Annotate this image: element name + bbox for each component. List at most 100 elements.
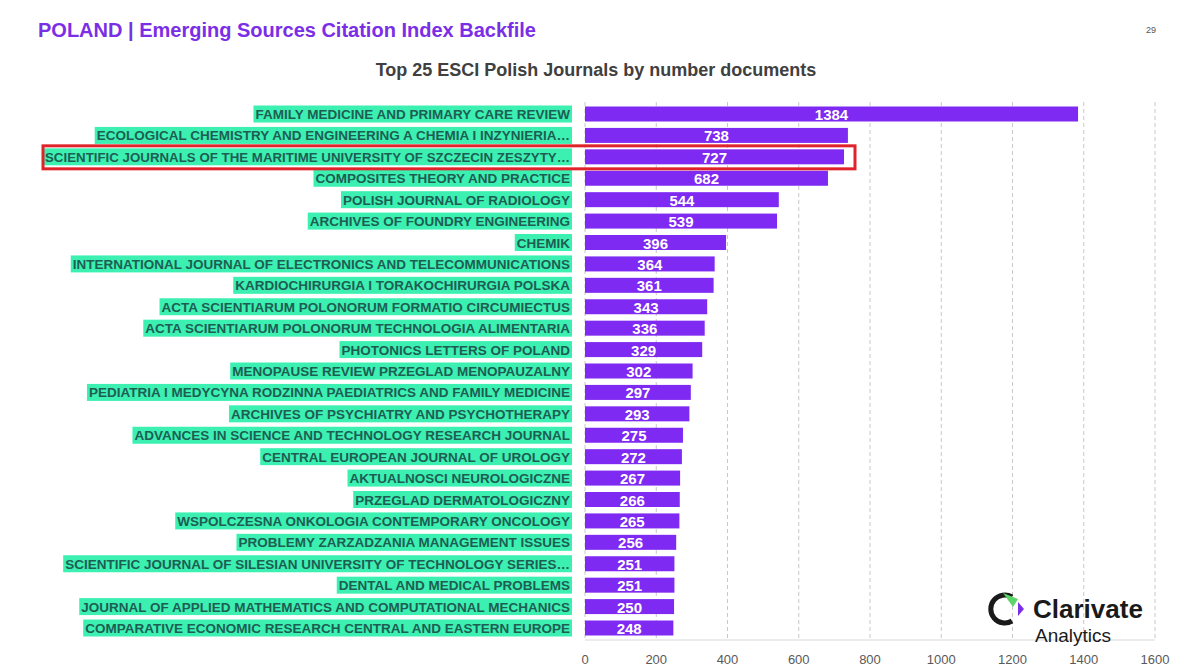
label-highlight xyxy=(337,577,572,594)
data-label: 256 xyxy=(618,534,643,551)
category-label: ARCHIVES OF PSYCHIATRY AND PSYCHOTHERAPY xyxy=(231,407,570,422)
category-label: CENTRAL EUROPEAN JOURNAL OF UROLOGY xyxy=(262,450,570,465)
tick-label: 800 xyxy=(859,652,881,667)
data-label: 272 xyxy=(621,449,646,466)
label-highlight xyxy=(83,620,572,637)
tick-label: 600 xyxy=(788,652,810,667)
category-label: WSPOLCZESNA ONKOLOGIA CONTEMPORARY ONCOL… xyxy=(177,514,570,529)
logo-icon xyxy=(1003,593,1018,607)
data-label: 302 xyxy=(626,363,651,380)
tick-label: 400 xyxy=(717,652,739,667)
label-highlight xyxy=(63,555,572,572)
category-label: KARDIOCHIRURGIA I TORAKOCHIRURGIA POLSKA xyxy=(235,278,570,293)
tick-label: 1400 xyxy=(1069,652,1098,667)
grid xyxy=(585,102,1155,640)
category-label: ADVANCES IN SCIENCE AND TECHNOLOGY RESEA… xyxy=(134,428,570,443)
label-highlight xyxy=(175,512,572,529)
grid-line xyxy=(1083,102,1084,640)
data-label: 1384 xyxy=(815,106,849,123)
label-highlight xyxy=(341,191,572,208)
category-label: SCIENTIFIC JOURNALS OF THE MARITIME UNIV… xyxy=(45,150,570,165)
category-label: AKTUALNOSCI NEUROLOGICZNE xyxy=(350,471,571,486)
category-label: ACTA SCIENTIARUM POLONORUM FORMATIO CIRC… xyxy=(162,300,570,315)
category-label: MENOPAUSE REVIEW PRZEGLAD MENOPAUZALNY xyxy=(232,364,570,379)
grid-line xyxy=(870,102,871,640)
label-highlight xyxy=(236,534,572,551)
label-highlight xyxy=(348,470,573,487)
label-highlight xyxy=(143,320,572,337)
logo: ClarivateAnalytics xyxy=(991,593,1143,646)
data-label: 364 xyxy=(637,256,663,273)
tick-label: 1600 xyxy=(1141,652,1170,667)
label-highlight xyxy=(313,170,572,187)
label-highlight xyxy=(229,405,572,422)
tick-label: 1000 xyxy=(927,652,956,667)
category-label: PROBLEMY ZARZADZANIA MANAGEMENT ISSUES xyxy=(238,535,570,550)
data-label: 396 xyxy=(643,235,668,252)
category-label: ACTA SCIENTIARUM POLONORUM TECHNOLOGIA A… xyxy=(145,321,570,336)
category-label: PEDIATRIA I MEDYCYNA RODZINNA PAEDIATRIC… xyxy=(89,385,570,400)
data-label: 267 xyxy=(620,470,645,487)
grid-line xyxy=(1012,102,1013,640)
data-label: 265 xyxy=(620,513,645,530)
label-highlight xyxy=(230,363,572,380)
category-label: DENTAL AND MEDICAL PROBLEMS xyxy=(339,578,570,593)
label-highlight xyxy=(339,341,572,358)
logo-name: Clarivate xyxy=(1033,594,1143,624)
label-highlight xyxy=(132,427,572,444)
data-label: 336 xyxy=(632,320,657,337)
bars xyxy=(585,107,1078,636)
category-label: JOURNAL OF APPLIED MATHEMATICS AND COMPU… xyxy=(81,600,570,615)
data-label: 251 xyxy=(617,577,642,594)
label-highlight xyxy=(515,234,572,251)
page-number: 29 xyxy=(1146,25,1156,35)
category-label: INTERNATIONAL JOURNAL OF ELECTRONICS AND… xyxy=(73,257,570,272)
data-label: 738 xyxy=(704,127,729,144)
label-highlight xyxy=(87,384,572,401)
category-label: PRZEGLAD DERMATOLOGICZNY xyxy=(355,493,570,508)
highlight-box xyxy=(43,146,855,169)
data-label: 297 xyxy=(625,384,650,401)
category-labels: FAMILY MEDICINE AND PRIMARY CARE REVIEW E… xyxy=(43,106,572,637)
data-label: 275 xyxy=(621,427,646,444)
header: POLAND | Emerging Sources Citation Index… xyxy=(38,19,536,41)
grid-line xyxy=(1155,102,1156,640)
tick-label: 0 xyxy=(581,652,588,667)
chart-title: Top 25 ESCI Polish Journals by number do… xyxy=(376,60,817,80)
logo-subtitle: Analytics xyxy=(1035,625,1111,646)
category-label: SCIENTIFIC JOURNAL OF SILESIAN UNIVERSIT… xyxy=(65,557,570,572)
data-label: 539 xyxy=(668,213,693,230)
label-highlight xyxy=(79,598,572,615)
data-label: 544 xyxy=(669,192,695,209)
label-highlight xyxy=(308,213,572,230)
category-label: POLISH JOURNAL OF RADIOLOGY xyxy=(343,193,570,208)
category-label: COMPOSITES THEORY AND PRACTICE xyxy=(315,171,570,186)
label-highlight xyxy=(95,127,572,144)
tick-label: 200 xyxy=(645,652,667,667)
category-label: FAMILY MEDICINE AND PRIMARY CARE REVIEW xyxy=(255,107,570,122)
data-label: 329 xyxy=(631,342,656,359)
category-label: CHEMIK xyxy=(517,236,570,251)
label-highlight xyxy=(253,106,572,123)
data-label: 727 xyxy=(702,149,727,166)
category-label: COMPARATIVE ECONOMIC RESEARCH CENTRAL AN… xyxy=(85,621,570,636)
tick-label: 1200 xyxy=(998,652,1027,667)
label-highlight xyxy=(353,491,572,508)
data-label: 293 xyxy=(625,406,650,423)
slide: POLAND | Emerging Sources Citation Index… xyxy=(0,0,1196,668)
data-label: 251 xyxy=(617,556,642,573)
data-label: 361 xyxy=(637,277,662,294)
label-highlight xyxy=(233,277,572,294)
label-highlight xyxy=(71,255,572,272)
data-label: 343 xyxy=(634,299,659,316)
label-highlight xyxy=(160,298,572,315)
data-label: 248 xyxy=(617,620,642,637)
logo-icon xyxy=(1018,602,1024,616)
data-labels: 1384738727682544539396364361343336329302… xyxy=(617,106,849,637)
grid-line xyxy=(941,102,942,640)
label-highlight xyxy=(43,148,572,165)
label-highlight xyxy=(260,448,572,465)
category-label: ARCHIVES OF FOUNDRY ENGINEERING xyxy=(310,214,570,229)
category-label: ECOLOGICAL CHEMISTRY AND ENGINEERING A C… xyxy=(97,128,570,143)
category-label: PHOTONICS LETTERS OF POLAND xyxy=(341,343,570,358)
